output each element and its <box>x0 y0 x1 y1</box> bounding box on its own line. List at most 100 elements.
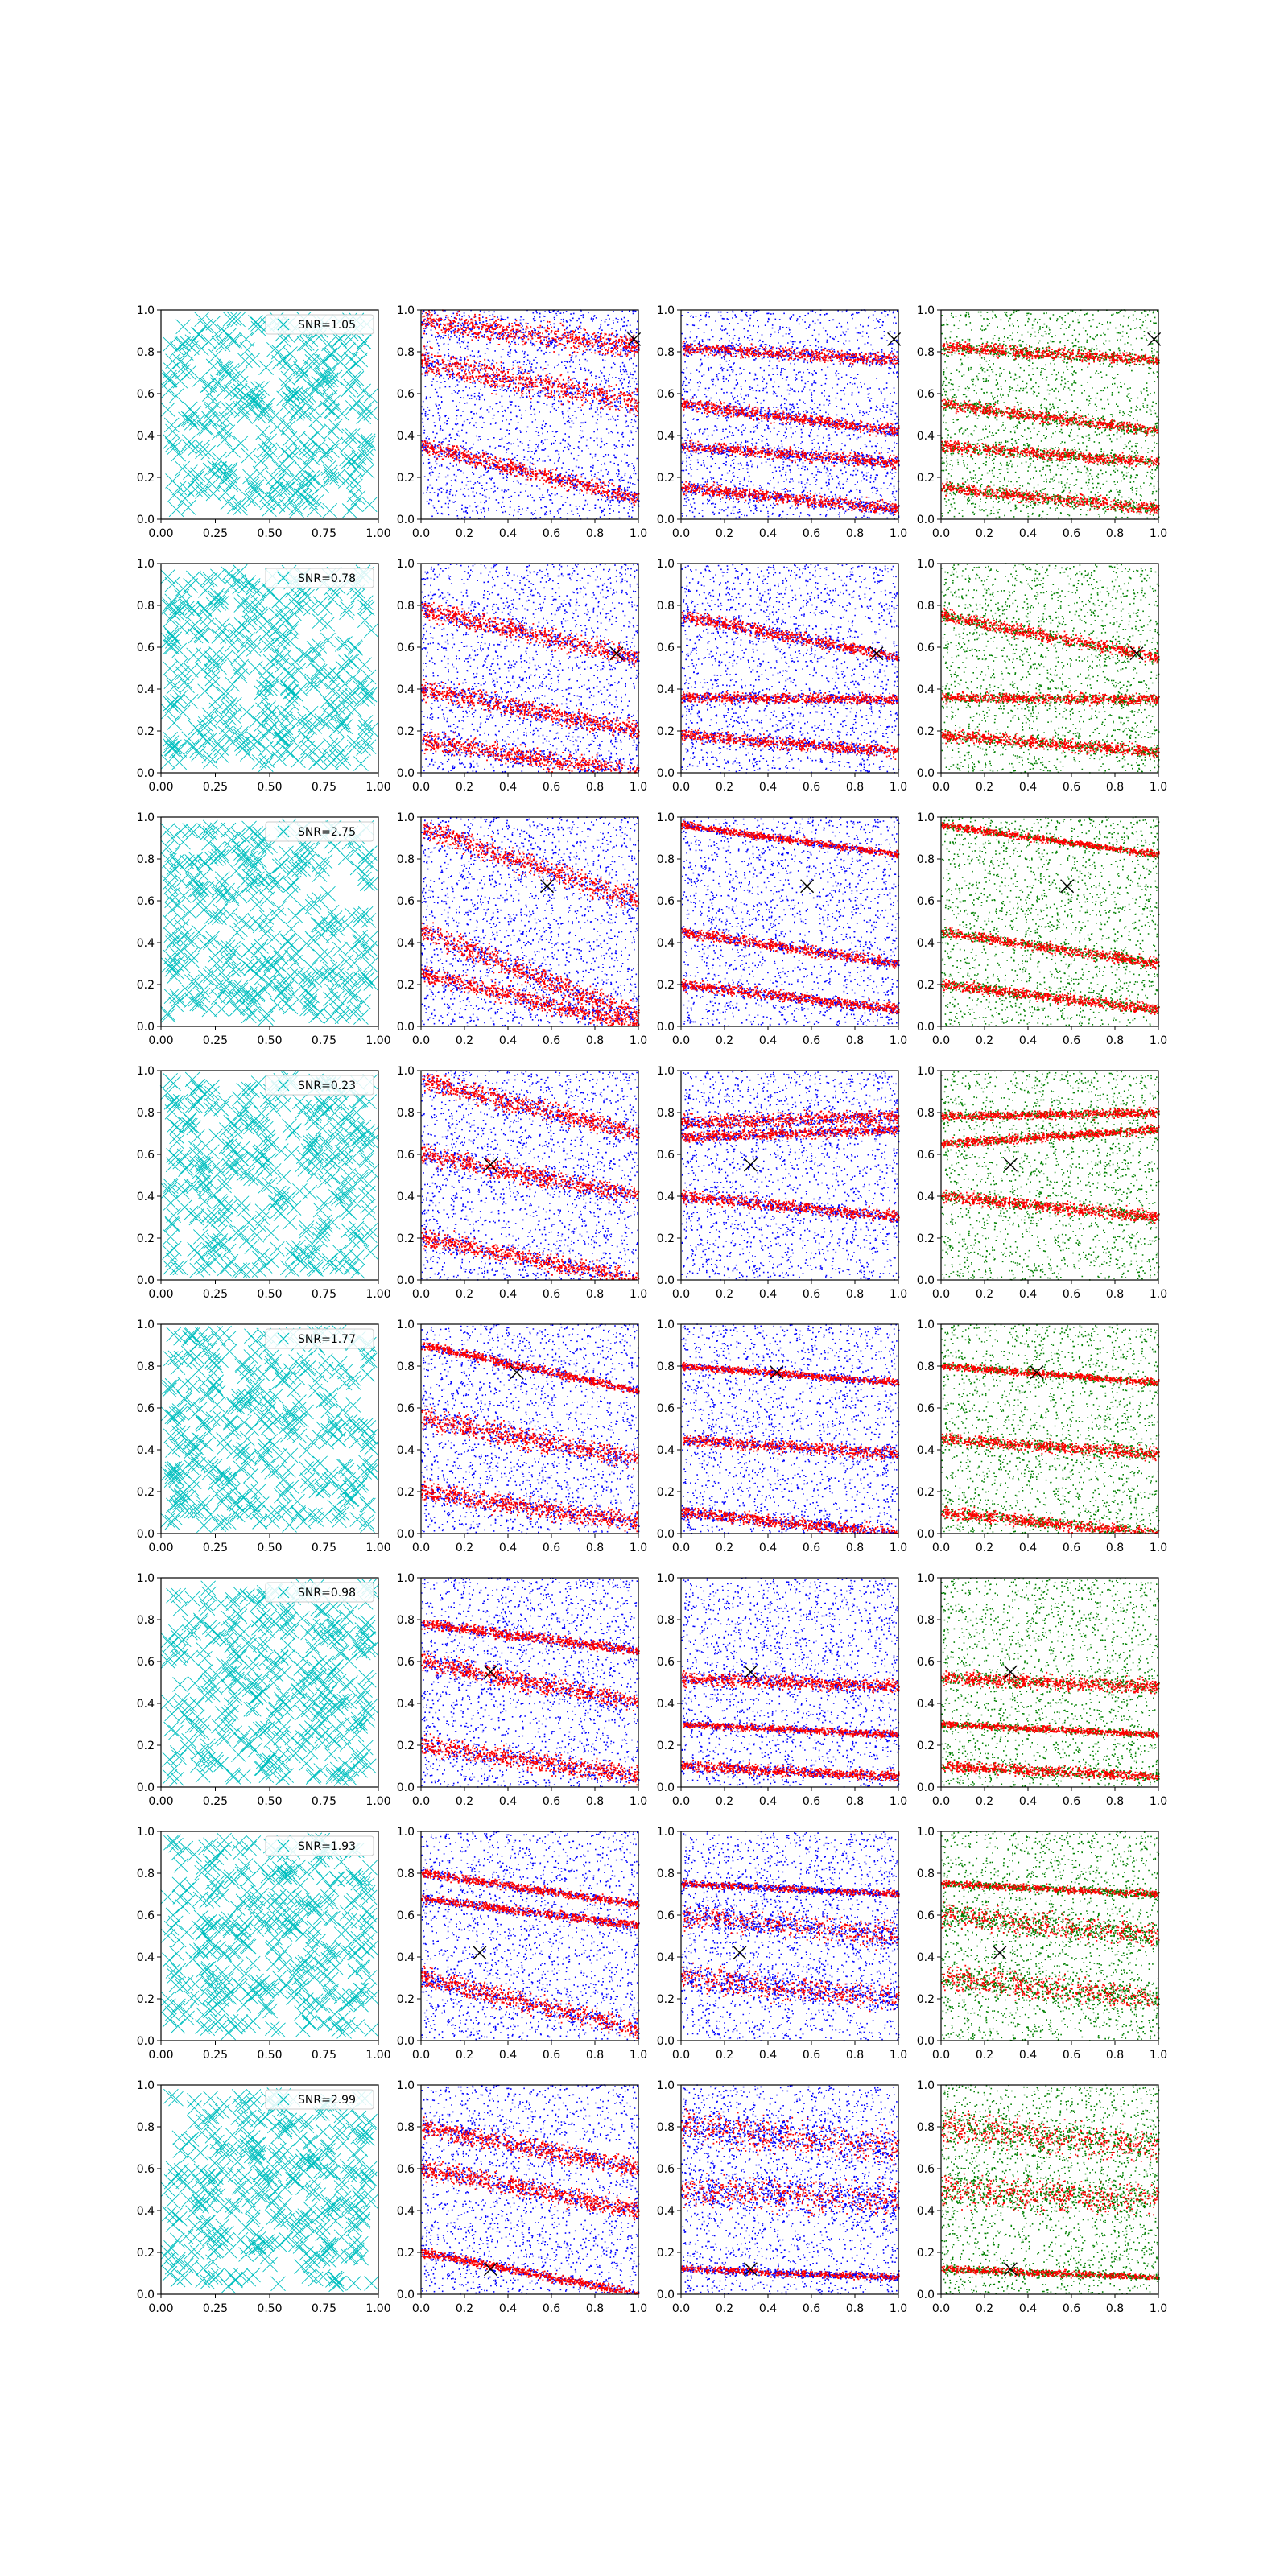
y-tick-label: 1.0 <box>917 811 935 824</box>
x-tick-label: 0.00 <box>148 2302 173 2315</box>
cross-markers <box>159 818 379 1026</box>
x-tick-label: 0.2 <box>976 1795 993 1808</box>
y-tick-label: 0.6 <box>397 2163 415 2176</box>
band-points-red <box>421 2116 640 2295</box>
axes-frame <box>680 1831 899 2041</box>
panel-col3-scatter: 0.0 0.2 0.4 0.6 0.8 1.0 0.0 0.2 0.4 0.6 0.8 1.0 <box>657 2079 907 2315</box>
background-points <box>941 1323 1160 1534</box>
y-tick-label: 0.4 <box>657 1698 675 1711</box>
band-points-red <box>681 611 900 760</box>
y-tick-label: 0.0 <box>657 2289 675 2301</box>
panel-snr-scatter: 0.00 0.25 0.50 0.75 1.00 0.0 0.2 0.4 0.6 0.8 1.0 SN… <box>137 1065 391 1301</box>
y-tick-label: 0.8 <box>917 1107 935 1120</box>
y-tick-label: 0.0 <box>397 1021 415 1034</box>
x-tick-label: 1.0 <box>890 2049 907 2062</box>
y-tick-label: 0.8 <box>657 853 675 866</box>
y-tick-label: 0.2 <box>657 1232 675 1245</box>
x-tick-label: 0.0 <box>932 2302 950 2315</box>
y-tick-label: 1.0 <box>137 304 155 317</box>
axes-frame <box>160 1323 379 1534</box>
band-points-red <box>421 1620 640 1786</box>
cyan-cross-series <box>160 311 379 518</box>
panel-col2-scatter: 0.0 0.2 0.4 0.6 0.8 1.0 0.0 0.2 0.4 0.6 0.8 1.0 <box>397 1826 647 2062</box>
background-points <box>681 1577 900 1788</box>
band-points-red <box>941 1669 1160 1781</box>
x-tick-label: 0.2 <box>456 781 473 794</box>
y-tick-label: 0.2 <box>137 1486 155 1499</box>
y-tick-label: 0.0 <box>657 514 675 526</box>
y-tick-label: 0.2 <box>657 1740 675 1752</box>
x-tick-label: 0.75 <box>312 2049 336 2062</box>
x-tick-label: 1.0 <box>630 1288 647 1301</box>
y-tick-label: 0.6 <box>657 2163 675 2176</box>
y-tick-label: 1.0 <box>397 1065 415 1078</box>
x-tick-label: 1.00 <box>365 527 390 540</box>
x-tick-label: 0.4 <box>499 2049 517 2062</box>
y-tick-label: 0.4 <box>137 1698 155 1711</box>
x-tick-label: 0.8 <box>586 527 604 540</box>
legend-label: SNR=2.75 <box>298 826 356 839</box>
axes-frame <box>680 563 899 774</box>
y-tick-label: 1.0 <box>657 1319 675 1331</box>
panel-col3-scatter: 0.0 0.2 0.4 0.6 0.8 1.0 0.0 0.2 0.4 0.6 0.8 1.0 <box>657 1065 907 1301</box>
y-tick-label: 0.6 <box>137 1909 155 1922</box>
background-points <box>681 563 900 774</box>
y-tick-label: 0.4 <box>917 1698 935 1711</box>
legend-marker <box>277 2093 290 2106</box>
y-tick-label: 0.6 <box>917 388 935 401</box>
y-tick-label: 0.2 <box>657 725 675 738</box>
y-tick-label: 1.0 <box>137 1572 155 1585</box>
y-tick-label: 1.0 <box>657 1065 675 1078</box>
y-tick-label: 0.6 <box>917 895 935 908</box>
x-tick-label: 0.2 <box>716 781 733 794</box>
y-tick-label: 1.0 <box>137 558 155 571</box>
panel-col2-scatter: 0.0 0.2 0.4 0.6 0.8 1.0 0.0 0.2 0.4 0.6 0.8 1.0 <box>397 1319 647 1554</box>
y-tick-label: 0.4 <box>917 683 935 696</box>
cyan-cross-series <box>159 818 379 1026</box>
cross-markers <box>160 564 379 773</box>
axes-frame <box>680 816 899 1027</box>
x-tick-label: 0.6 <box>543 527 560 540</box>
x-tick-label: 1.0 <box>890 2302 907 2315</box>
band-points-red <box>941 822 1160 1015</box>
x-tick-label: 0.25 <box>203 1034 228 1047</box>
y-tick-label: 0.6 <box>137 1402 155 1415</box>
y-tick-label: 0.8 <box>657 2121 675 2134</box>
panel-col4-scatter: 0.0 0.2 0.4 0.6 0.8 1.0 0.0 0.2 0.4 0.6 0.8 1.0 <box>917 1319 1167 1554</box>
x-tick-label: 0.0 <box>412 2302 430 2315</box>
x-tick-label: 0.2 <box>976 2302 993 2315</box>
y-tick-label: 0.0 <box>657 1021 675 1034</box>
y-tick-label: 0.4 <box>137 1444 155 1457</box>
x-tick-label: 1.0 <box>1150 2049 1167 2062</box>
cross-markers <box>160 1832 380 2041</box>
band-points-red <box>421 822 640 1027</box>
x-tick-label: 0.8 <box>586 1542 604 1554</box>
x-tick-label: 0.8 <box>1106 781 1124 794</box>
x-tick-label: 0.6 <box>803 781 820 794</box>
x-tick-label: 0.2 <box>976 1542 993 1554</box>
y-tick-label: 0.8 <box>397 346 415 359</box>
y-tick-label: 0.4 <box>397 937 415 950</box>
x-tick-label: 0.2 <box>716 1542 733 1554</box>
x-tick-label: 0.0 <box>412 1034 430 1047</box>
panel-col2-scatter: 0.0 0.2 0.4 0.6 0.8 1.0 0.0 0.2 0.4 0.6 0.8 1.0 <box>397 2079 647 2315</box>
panel-snr-scatter: 0.00 0.25 0.50 0.75 1.00 0.0 0.2 0.4 0.6 0.8 1.0 SN… <box>137 1572 391 1808</box>
x-tick-label: 0.6 <box>543 1795 560 1808</box>
legend-box <box>265 314 374 335</box>
y-tick-label: 0.6 <box>657 1909 675 1922</box>
y-tick-label: 0.0 <box>917 767 935 780</box>
y-tick-label: 0.8 <box>397 600 415 613</box>
legend-box <box>265 1075 374 1096</box>
x-tick-label: 0.8 <box>846 1288 864 1301</box>
legend: SNR=1.93 <box>265 1835 374 1856</box>
x-tick-label: 0.8 <box>1106 1795 1124 1808</box>
band-points-secondary <box>421 1869 640 2037</box>
y-tick-label: 1.0 <box>397 1319 415 1331</box>
axes-frame <box>420 1831 639 2041</box>
x-tick-label: 0.8 <box>846 1034 864 1047</box>
y-tick-label: 0.6 <box>397 895 415 908</box>
axes-frame <box>160 1831 379 2041</box>
cross-markers <box>160 1324 379 1534</box>
x-tick-label: 0.0 <box>932 2049 950 2062</box>
target-marker <box>869 646 884 661</box>
